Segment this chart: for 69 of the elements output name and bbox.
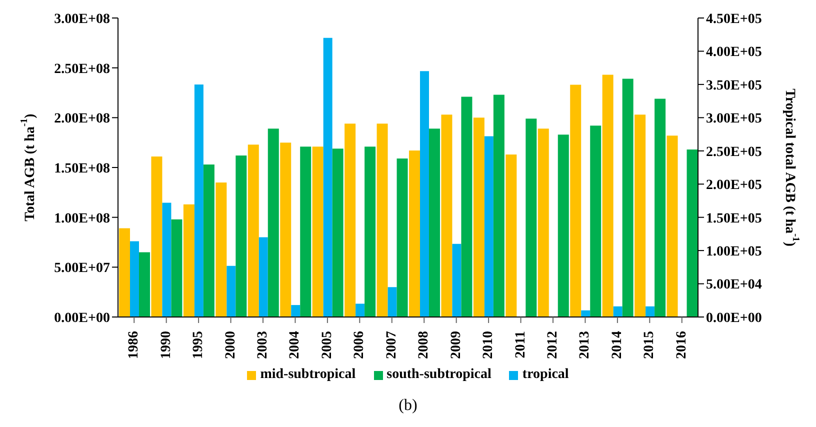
x-tick-label: 2010: [481, 331, 496, 359]
bar: [268, 128, 279, 317]
bar: [602, 74, 614, 317]
y2-tick-label: 4.00E+05: [706, 45, 762, 60]
legend-label: tropical: [521, 367, 569, 383]
bar: [441, 114, 452, 317]
text: (b): [398, 397, 418, 415]
bar: [291, 305, 300, 317]
x-tick-label: 2004: [288, 331, 303, 359]
bar: [344, 124, 356, 317]
x-tick-label: 2009: [448, 331, 464, 359]
bar: [300, 146, 312, 317]
bar: [356, 304, 365, 317]
bar: [526, 118, 537, 317]
x-tick-label: 2012: [546, 331, 560, 359]
bar: [613, 306, 622, 317]
x-tick-label: 2014: [610, 331, 625, 359]
y-tick-label: 1.00E+08: [54, 211, 110, 226]
bar: [388, 287, 397, 317]
legend-label: south-subtropical: [386, 367, 492, 383]
x-tick-label: 2005: [320, 331, 335, 359]
y-tick-label: 2.50E+08: [54, 62, 110, 77]
bar: [538, 128, 549, 317]
x-tick-label: 2003: [256, 331, 270, 359]
bar: [558, 134, 569, 317]
legend-label: mid-subtropical: [259, 367, 356, 383]
bar: [686, 150, 698, 317]
x-tick-label: 2008: [416, 331, 432, 359]
y-tick-label: 2.00E+08: [54, 112, 110, 127]
y2-tick-label: 5.00E+04: [706, 278, 762, 293]
bar: [216, 182, 227, 317]
x-tick-label: 2013: [578, 331, 593, 359]
bar: [666, 136, 678, 317]
y2-tick-label: 4.50E+05: [706, 12, 762, 27]
bar: [236, 156, 247, 317]
bar: [376, 124, 388, 317]
y2-tick-label: 2.00E+05: [706, 178, 762, 194]
x-tick-label: 1990: [158, 331, 174, 359]
y-tick-label: 0.00E+00: [54, 310, 110, 326]
bar: [654, 98, 666, 317]
x-tick-label: 2000: [223, 331, 238, 359]
x-tick-label: 2015: [642, 331, 658, 359]
bar: [280, 142, 292, 317]
y2-tick-label: 0.00E+00: [706, 310, 762, 326]
y2-tick-label: 1.00E+05: [706, 244, 762, 260]
x-tick-label: 1995: [191, 331, 206, 359]
y2-tick-label: 3.50E+05: [706, 78, 762, 94]
y-tick-label: 1.50E+08: [54, 161, 110, 176]
bar: [396, 158, 408, 317]
bar: [634, 114, 646, 317]
bar: [622, 78, 634, 317]
x-tick-label: 2016: [674, 331, 690, 359]
y2-tick-label: 1.50E+05: [706, 211, 762, 226]
bar: [590, 126, 602, 317]
x-tick-label: 2006: [352, 331, 368, 359]
bar: [461, 96, 472, 317]
y2-tick-label: 3.00E+05: [706, 112, 762, 127]
y-tick-label: 3.00E+08: [54, 12, 110, 27]
bar: [248, 144, 259, 317]
bar: [506, 154, 517, 317]
bar: [570, 84, 582, 317]
bar: [581, 310, 590, 317]
y-tick-label: 5.00E+07: [54, 261, 110, 276]
bar: [646, 306, 655, 317]
x-tick-label: 1986: [126, 331, 142, 359]
x-tick-label: 2007: [384, 331, 400, 359]
y2-tick-label: 2.50E+05: [706, 144, 762, 160]
bar: [364, 146, 376, 317]
x-tick-label: 2011: [513, 331, 528, 358]
